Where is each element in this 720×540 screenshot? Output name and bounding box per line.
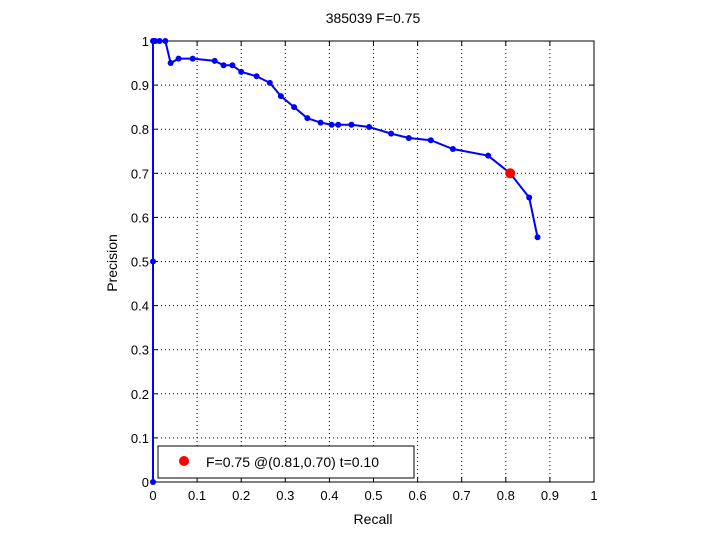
pr-curve-point bbox=[150, 258, 156, 265]
y-tick-label: 0.1 bbox=[131, 431, 149, 446]
x-tick-label: 1 bbox=[590, 488, 597, 503]
pr-curve-point bbox=[152, 38, 159, 44]
pr-curve-point bbox=[366, 123, 373, 130]
tick-marks bbox=[152, 40, 595, 483]
pr-curve-point bbox=[427, 137, 434, 144]
y-tick-label: 0.2 bbox=[131, 387, 149, 402]
legend-entry: F=0.75 @(0.81,0.70) t=0.10 bbox=[206, 454, 379, 470]
y-tick-labels: 0 0.1 0.2 0.3 0.4 0.5 0.6 0.7 0.8 0.9 1 bbox=[131, 34, 149, 490]
y-tick-label: 0.4 bbox=[131, 299, 149, 314]
pr-curve-point bbox=[304, 115, 311, 122]
y-tick-label: 0.7 bbox=[131, 166, 149, 181]
chart-title: 385039 F=0.75 bbox=[326, 10, 421, 26]
y-tick-label: 0.8 bbox=[131, 122, 149, 137]
pr-curve-point bbox=[348, 121, 355, 128]
x-tick-label: 0.3 bbox=[276, 488, 294, 503]
y-tick-label: 1 bbox=[142, 34, 149, 49]
pr-curve-point bbox=[211, 57, 218, 64]
x-tick-label: 0.4 bbox=[320, 488, 338, 503]
y-tick-label: 0.6 bbox=[131, 210, 149, 225]
pr-curve-point bbox=[253, 73, 260, 80]
x-tick-label: 0.6 bbox=[409, 488, 427, 503]
y-tick-label: 0 bbox=[142, 475, 149, 490]
pr-curve-point bbox=[266, 79, 273, 86]
legend-marker bbox=[179, 456, 189, 466]
pr-curve-point bbox=[229, 62, 236, 69]
y-axis-label: Precision bbox=[104, 234, 120, 292]
f-measure-point bbox=[505, 168, 516, 179]
x-tick-label: 0.8 bbox=[497, 488, 515, 503]
pr-curve-point bbox=[189, 55, 196, 62]
pr-curve-point bbox=[449, 146, 456, 153]
x-tick-label: 0.9 bbox=[541, 488, 559, 503]
pr-curve-point bbox=[328, 121, 335, 128]
x-axis-label: Recall bbox=[354, 511, 393, 527]
y-tick-label: 0.5 bbox=[131, 255, 149, 270]
pr-curve-point bbox=[150, 479, 156, 485]
y-tick-label: 0.9 bbox=[131, 78, 149, 93]
x-tick-label: 0.2 bbox=[232, 488, 250, 503]
pr-curve-point bbox=[238, 68, 245, 75]
pr-curve-point bbox=[317, 119, 324, 126]
pr-curve-point bbox=[220, 62, 227, 69]
pr-curve-point bbox=[534, 234, 541, 241]
x-tick-label: 0 bbox=[149, 488, 156, 503]
series-layer bbox=[150, 38, 541, 485]
x-tick-label: 0.5 bbox=[364, 488, 382, 503]
pr-curve-point bbox=[388, 130, 395, 137]
x-tick-label: 0.7 bbox=[453, 488, 471, 503]
pr-curve-point bbox=[291, 104, 298, 111]
legend-box bbox=[157, 445, 415, 479]
x-tick-label: 0.1 bbox=[188, 488, 206, 503]
pr-curve-point bbox=[167, 60, 174, 67]
pr-curve-point bbox=[277, 93, 284, 100]
x-tick-labels: 0 0.1 0.2 0.3 0.4 0.5 0.6 0.7 0.8 0.9 1 bbox=[149, 488, 597, 503]
pr-curve-point bbox=[156, 38, 163, 44]
y-tick-label: 0.3 bbox=[131, 343, 149, 358]
grid bbox=[153, 41, 594, 482]
pr-curve-point bbox=[175, 55, 182, 62]
pr-curve-point bbox=[335, 121, 342, 128]
pr-curve-point bbox=[162, 38, 169, 44]
pr-curve-point bbox=[485, 152, 492, 159]
legend: F=0.75 @(0.81,0.70) t=0.10 bbox=[157, 445, 415, 479]
pr-curve-point bbox=[526, 194, 533, 201]
pr-curve-point bbox=[405, 135, 412, 142]
